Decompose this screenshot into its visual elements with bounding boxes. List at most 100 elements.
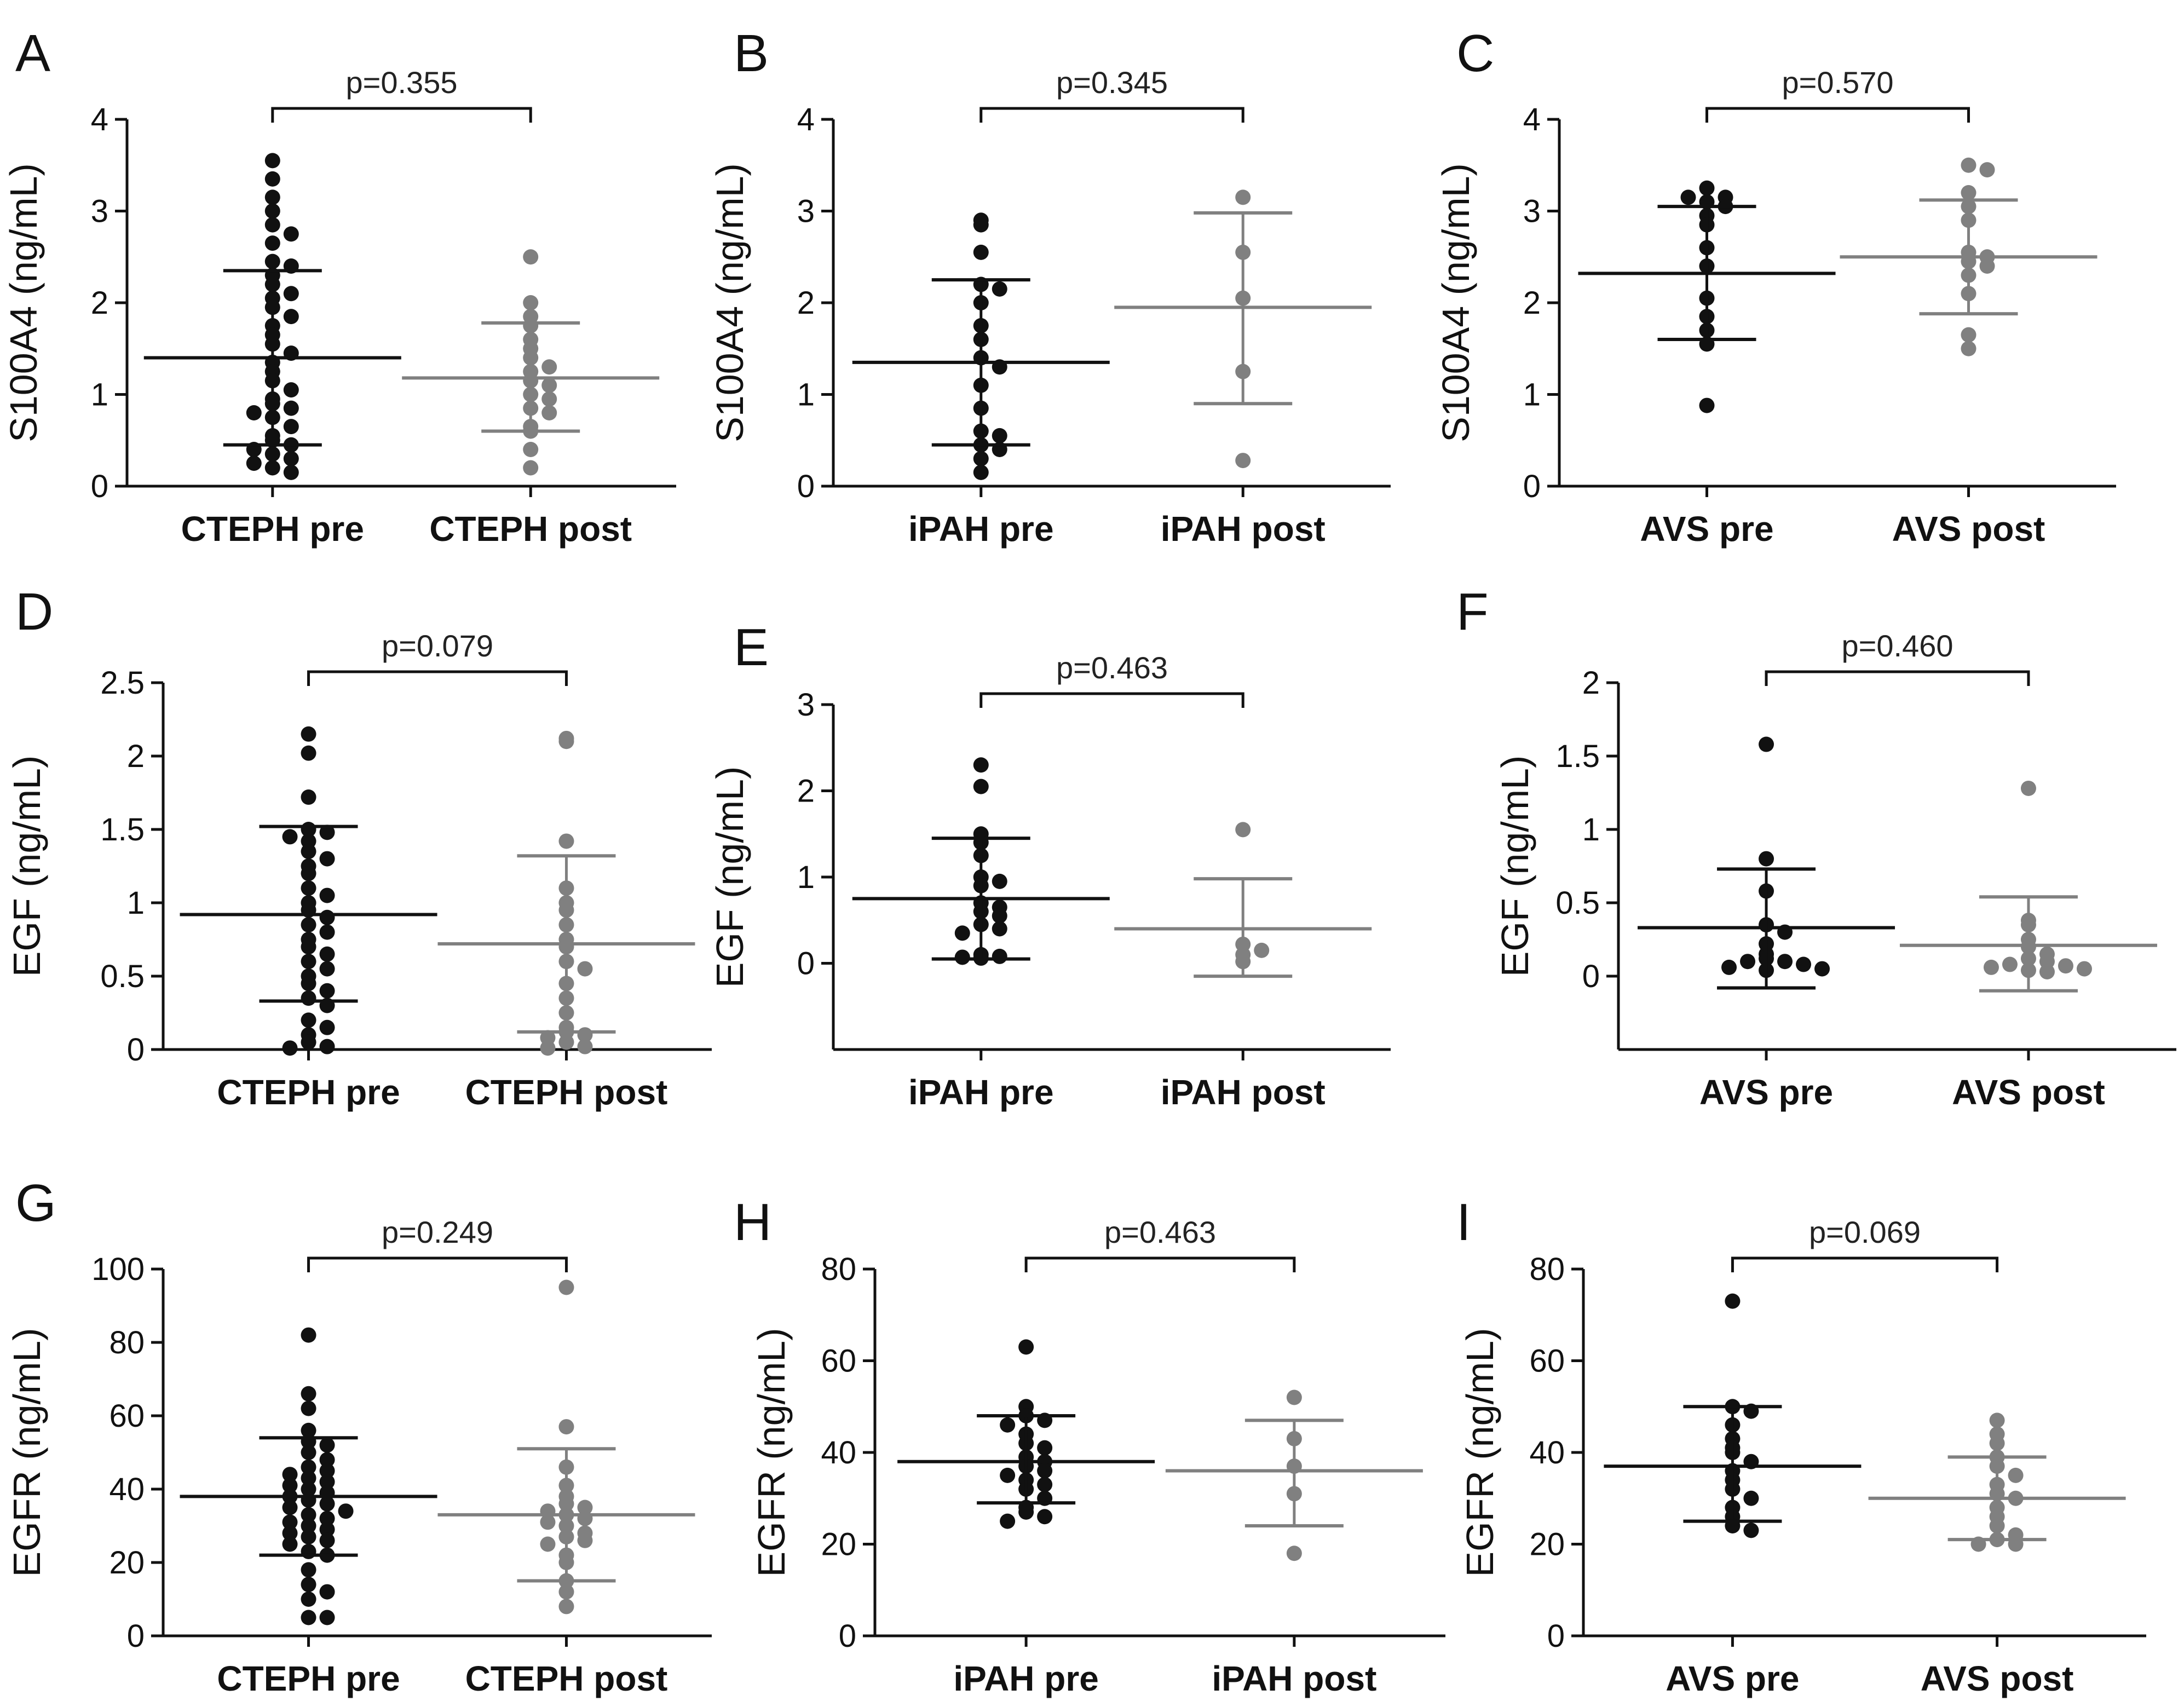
data-point	[540, 1536, 556, 1552]
y-tick-label: 1	[1523, 377, 1541, 413]
y-tick-label: 0	[127, 1618, 145, 1654]
data-point	[973, 779, 989, 794]
panel-letter: B	[734, 24, 769, 83]
data-point	[338, 1503, 354, 1519]
data-point	[954, 925, 970, 941]
data-point	[1743, 1490, 1759, 1506]
data-point	[1983, 959, 1999, 975]
data-point	[523, 249, 539, 265]
category-label: AVS pre	[1666, 1659, 1799, 1698]
data-point	[264, 171, 280, 187]
data-point	[1018, 1504, 1034, 1520]
data-point	[319, 1437, 335, 1453]
data-point	[541, 377, 557, 393]
data-point	[2039, 964, 2055, 979]
y-tick-label: 100	[91, 1252, 145, 1287]
series-pre	[897, 1339, 1155, 1529]
data-point	[558, 1419, 574, 1435]
panel-letter: I	[1456, 1193, 1471, 1252]
data-point	[1961, 341, 1976, 356]
series-pre	[143, 153, 401, 480]
data-point	[264, 189, 280, 205]
series-pre	[1638, 736, 1895, 990]
p-value-label: p=0.463	[1104, 1215, 1216, 1249]
significance-bracket	[1705, 107, 1970, 123]
data-point	[301, 1034, 316, 1050]
panel-i: I 0 20 40 60 80 EGFR (ng/mL) AVS pre AVS post p=0…	[1456, 1193, 2146, 1698]
data-point	[319, 1019, 335, 1035]
y-tick-label: 20	[109, 1545, 145, 1581]
panel-f: F 0 0.5 1 1.5 2 EGF (ng/mL) AVS pre AVS post p=0.…	[1456, 583, 2176, 1112]
y-tick-label: 4	[91, 102, 108, 137]
data-point	[282, 1536, 298, 1552]
panel-g: G 0 20 40 60 80 100 EGFR (ng/mL) CTEPH pre CTEPH …	[5, 1174, 712, 1698]
category-label: CTEPH pre	[217, 1073, 400, 1112]
y-tick-label: 60	[109, 1398, 145, 1434]
data-point	[319, 946, 335, 962]
data-point	[2020, 780, 2036, 796]
data-point	[264, 203, 280, 219]
p-value-label: p=0.355	[346, 65, 458, 100]
y-tick-label: 1.5	[1555, 739, 1600, 774]
data-point	[264, 446, 280, 462]
data-point	[1961, 185, 1976, 200]
series-pre	[852, 212, 1110, 480]
data-point	[319, 961, 335, 977]
y-tick-label: 2	[91, 285, 108, 321]
data-point	[1961, 327, 1976, 343]
panel-letter: C	[1456, 24, 1494, 83]
data-point	[1037, 1440, 1053, 1456]
data-point	[283, 464, 299, 480]
y-axis-title: EGF (ng/mL)	[1494, 756, 1536, 977]
data-point	[319, 824, 335, 840]
panel-b: B 0 1 2 3 4 S100A4 (ng/mL) iPAH pre iPAH post p=0…	[708, 24, 1391, 549]
data-point	[1000, 1513, 1016, 1529]
data-point	[1721, 959, 1737, 975]
data-point	[1235, 189, 1251, 205]
y-axis-title: S100A4 (ng/mL)	[1434, 163, 1477, 442]
data-point	[319, 1584, 335, 1600]
y-tick-label: 3	[1523, 194, 1541, 229]
data-point	[1740, 954, 1756, 970]
data-point	[1979, 258, 1995, 274]
data-point	[264, 235, 280, 251]
data-point	[523, 442, 539, 457]
y-tick-label: 0	[1547, 1618, 1565, 1654]
data-point	[282, 1525, 298, 1541]
y-tick-label: 0	[797, 946, 815, 982]
significance-bracket	[307, 670, 568, 686]
category-label: iPAH post	[1212, 1659, 1376, 1698]
y-axis-title: EGFR (ng/mL)	[1459, 1328, 1501, 1577]
data-point	[558, 1279, 574, 1295]
data-point	[1037, 1463, 1053, 1479]
series-post	[1114, 189, 1372, 469]
data-point	[283, 419, 299, 435]
data-point	[2076, 961, 2092, 977]
data-point	[246, 405, 262, 420]
data-point	[301, 1012, 316, 1028]
data-point	[2058, 958, 2073, 974]
panel-e: E 0 1 2 3 EGF (ng/mL) iPAH pre iPAH post p=0.463	[708, 618, 1391, 1112]
data-point	[1989, 1435, 2005, 1451]
data-point	[1235, 453, 1251, 469]
significance-bracket	[979, 692, 1244, 708]
data-point	[523, 460, 539, 476]
data-point	[283, 286, 299, 302]
data-point	[2002, 956, 2018, 972]
data-point	[1018, 1339, 1034, 1355]
data-point	[246, 455, 262, 471]
y-tick-label: 60	[821, 1343, 856, 1379]
data-point	[301, 1327, 316, 1343]
significance-bracket	[979, 107, 1244, 123]
data-point	[319, 1452, 335, 1468]
data-point	[319, 851, 335, 867]
data-point	[301, 789, 316, 805]
category-label: iPAH post	[1161, 509, 1326, 549]
data-point	[558, 1599, 574, 1614]
y-tick-label: 0	[1582, 959, 1600, 994]
data-point	[264, 153, 280, 169]
data-point	[1759, 851, 1774, 867]
data-point	[301, 726, 316, 742]
significance-bracket	[1024, 1256, 1296, 1272]
data-point	[301, 1610, 316, 1625]
